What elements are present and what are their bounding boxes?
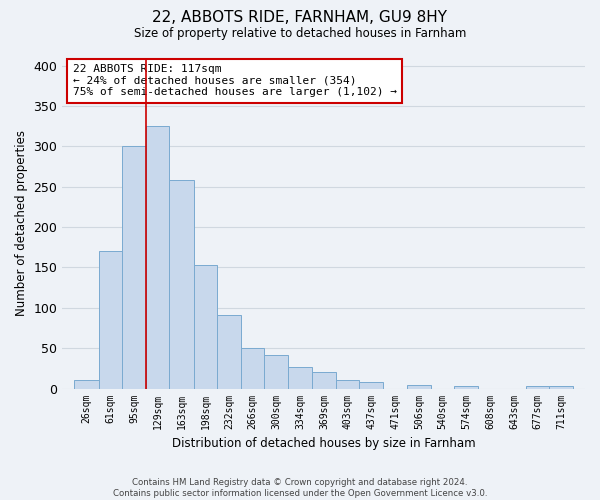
Bar <box>549 386 573 388</box>
Text: 22, ABBOTS RIDE, FARNHAM, GU9 8HY: 22, ABBOTS RIDE, FARNHAM, GU9 8HY <box>152 10 448 25</box>
Bar <box>217 315 241 388</box>
Bar <box>169 180 194 388</box>
Bar <box>74 380 98 388</box>
Text: 22 ABBOTS RIDE: 117sqm
← 24% of detached houses are smaller (354)
75% of semi-de: 22 ABBOTS RIDE: 117sqm ← 24% of detached… <box>73 64 397 98</box>
Text: Size of property relative to detached houses in Farnham: Size of property relative to detached ho… <box>134 28 466 40</box>
Bar <box>336 380 359 388</box>
Bar <box>98 252 122 388</box>
Bar <box>454 386 478 388</box>
Bar <box>122 146 146 388</box>
Bar <box>312 372 336 388</box>
Bar <box>241 348 265 389</box>
Bar <box>526 386 549 388</box>
Bar <box>288 367 312 388</box>
Text: Contains HM Land Registry data © Crown copyright and database right 2024.
Contai: Contains HM Land Registry data © Crown c… <box>113 478 487 498</box>
Bar <box>265 354 288 388</box>
Bar <box>407 384 431 388</box>
Bar <box>146 126 169 388</box>
Bar <box>194 265 217 388</box>
Bar <box>359 382 383 388</box>
X-axis label: Distribution of detached houses by size in Farnham: Distribution of detached houses by size … <box>172 437 475 450</box>
Y-axis label: Number of detached properties: Number of detached properties <box>15 130 28 316</box>
